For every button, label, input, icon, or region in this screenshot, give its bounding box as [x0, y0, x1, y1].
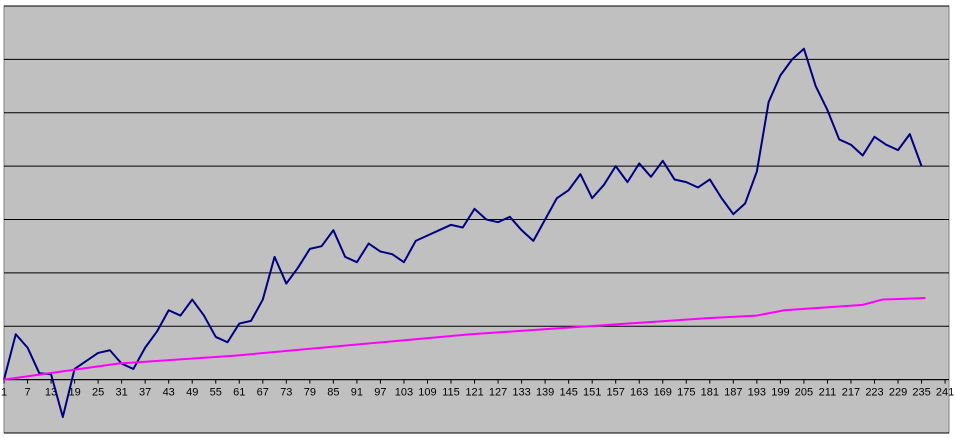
- x-tick-label-26: 157: [607, 387, 625, 399]
- x-tick-label-37: 223: [865, 387, 883, 399]
- x-tick-label-5: 31: [116, 387, 128, 399]
- x-tick-label-11: 67: [257, 387, 269, 399]
- x-tick-label-8: 49: [186, 387, 198, 399]
- series-layer: [3, 47, 926, 418]
- x-tick-label-30: 181: [701, 387, 719, 399]
- x-tick-label-29: 175: [677, 387, 695, 399]
- x-tick-label-24: 145: [559, 387, 577, 399]
- x-tick-label-36: 217: [842, 387, 860, 399]
- x-tick-label-28: 169: [654, 387, 672, 399]
- x-tick-label-40: 241: [936, 387, 954, 399]
- x-tick-label-14: 85: [327, 387, 339, 399]
- x-tick-label-1: 7: [24, 387, 30, 399]
- x-tick-label-4: 25: [92, 387, 104, 399]
- x-tick-label-9: 55: [210, 387, 222, 399]
- series-line-1: [3, 47, 923, 418]
- x-tick-label-3: 19: [68, 387, 80, 399]
- x-tick-label-10: 61: [233, 387, 245, 399]
- x-tick-label-33: 199: [771, 387, 789, 399]
- x-tick-label-7: 43: [163, 387, 175, 399]
- x-tick-label-0: 1: [1, 387, 7, 399]
- x-tick-label-31: 187: [724, 387, 742, 399]
- x-tick-marks: [3, 379, 946, 384]
- x-tick-label-25: 151: [583, 387, 601, 399]
- x-tick-label-17: 103: [395, 387, 413, 399]
- x-tick-label-39: 235: [912, 387, 930, 399]
- x-tick-label-38: 229: [889, 387, 907, 399]
- x-tick-label-21: 127: [489, 387, 507, 399]
- x-tick-label-15: 91: [351, 387, 363, 399]
- x-tick-label-22: 133: [512, 387, 530, 399]
- x-tick-label-6: 37: [139, 387, 151, 399]
- x-tick-label-2: 13: [45, 387, 57, 399]
- x-tick-labels: 1 7 13 19 25 31 37 43 49 55 61 67 73 79 85 91 97 103 109 11…: [1, 387, 954, 399]
- x-tick-label-23: 139: [536, 387, 554, 399]
- x-tick-label-20: 121: [465, 387, 483, 399]
- x-tick-label-19: 115: [442, 387, 460, 399]
- x-tick-label-27: 163: [630, 387, 648, 399]
- x-tick-label-32: 193: [748, 387, 766, 399]
- x-tick-label-34: 205: [795, 387, 813, 399]
- x-tick-label-35: 211: [819, 387, 837, 399]
- series-line-2: [3, 296, 926, 381]
- x-tick-label-16: 97: [374, 387, 386, 399]
- x-tick-label-13: 79: [304, 387, 316, 399]
- x-tick-label-12: 73: [280, 387, 292, 399]
- x-tick-label-18: 109: [418, 387, 436, 399]
